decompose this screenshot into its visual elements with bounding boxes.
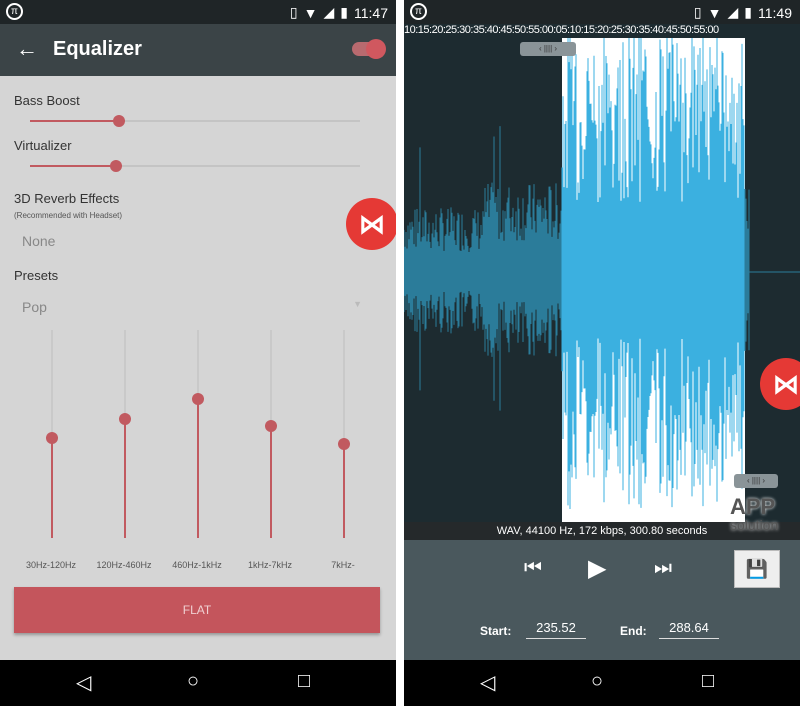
save-icon[interactable]: 💾 — [734, 550, 780, 588]
start-handle[interactable]: ‹ |||| › — [520, 42, 576, 56]
flat-button[interactable]: FLAT — [14, 587, 380, 633]
audio-editor-screen: π ▯ ▼ ◢ ▮ 11:49 10:15:20:25:30:35:40:45:50:5… — [404, 0, 800, 706]
battery-icon: ▮ — [744, 4, 752, 20]
clock: 11:49 — [758, 4, 792, 21]
status-bar: π ▯ ▼ ◢ ▮ 11:49 — [404, 0, 800, 24]
reverb-note: (Recommended with Headset) — [14, 211, 123, 220]
dropdown-arrow-icon: ▼ — [353, 299, 362, 309]
page-title: Equalizer — [53, 38, 142, 60]
play-icon[interactable]: ▶ — [588, 555, 607, 582]
watermark-line1: APP — [730, 494, 776, 519]
start-field[interactable]: 235.52 — [526, 620, 586, 639]
band-label: 7kHz- — [331, 560, 355, 570]
band-slider[interactable] — [192, 330, 204, 538]
vibrate-icon: ▯ — [693, 4, 702, 20]
timeline-ruler: 10:15:20:25:30:35:40:45:50:55:00:05:10:1… — [404, 24, 719, 36]
audio-info: WAV, 44100 Hz, 172 kbps, 300.80 seconds — [404, 522, 800, 540]
band-slider[interactable] — [265, 330, 277, 538]
back-nav-icon[interactable]: ◁ — [76, 672, 92, 694]
nav-bar: ◁ ○ □ — [0, 660, 396, 706]
start-label: Start: — [480, 624, 512, 638]
band-slider[interactable] — [338, 330, 350, 538]
band-label: 30Hz-120Hz — [25, 560, 77, 570]
end-field[interactable]: 288.64 — [659, 620, 719, 639]
band-slider[interactable] — [119, 330, 131, 538]
end-handle[interactable]: ‹ |||| › — [734, 474, 778, 488]
app-bar: ← Equalizer — [0, 24, 396, 76]
home-nav-icon[interactable]: ○ — [187, 670, 200, 692]
battery-icon: ▮ — [340, 4, 348, 20]
bass-boost-slider[interactable] — [30, 115, 360, 127]
end-label: End: — [620, 624, 647, 638]
watermark-logo: APP solution — [730, 496, 779, 534]
vibrate-icon: ▯ — [289, 4, 298, 20]
clock: 11:47 — [354, 4, 388, 21]
virtualizer-slider[interactable] — [30, 160, 360, 172]
floating-app-icon[interactable]: ⋈ — [760, 358, 800, 410]
presets-label: Presets — [14, 268, 59, 283]
home-nav-icon[interactable]: ○ — [591, 670, 604, 692]
nav-bar: ◁ ○ □ — [404, 660, 800, 706]
equalizer-screen: π ▯ ▼ ◢ ▮ 11:47 ← Equalizer Bass Boost Virtu… — [0, 0, 396, 706]
band-label: 1kHz-7kHz — [247, 560, 292, 570]
band-slider[interactable] — [46, 330, 58, 538]
presets-select[interactable]: Pop ▼ — [22, 299, 362, 315]
reverb-label: 3D Reverb Effects — [14, 191, 120, 206]
band-label: 460Hz-1kHz — [172, 560, 222, 570]
skip-previous-icon[interactable]: ⏮ — [524, 557, 542, 579]
wifi-icon: ▼ — [303, 4, 318, 21]
floating-app-icon[interactable]: ⋈ — [346, 198, 396, 250]
signal-icon: ◢ — [727, 4, 739, 20]
skip-next-icon[interactable]: ⏭ — [654, 557, 672, 579]
status-bar: π ▯ ▼ ◢ ▮ 11:47 — [0, 0, 396, 24]
waveform[interactable] — [404, 38, 800, 522]
equalizer-toggle[interactable] — [352, 39, 386, 59]
virtualizer-label: Virtualizer — [14, 138, 72, 153]
recents-nav-icon[interactable]: □ — [702, 670, 715, 692]
recents-nav-icon[interactable]: □ — [298, 670, 311, 692]
playback-controls: ⏮ ▶ ⏭ 💾 Start: 235.52 End: 288.64 — [404, 540, 800, 660]
watermark-line2: solution — [730, 517, 779, 533]
back-arrow-icon[interactable]: ← — [16, 36, 38, 61]
reverb-select[interactable]: None — [22, 233, 56, 249]
pi-icon: π — [6, 3, 23, 20]
wifi-icon: ▼ — [707, 4, 722, 21]
pi-icon: π — [410, 3, 427, 20]
back-nav-icon[interactable]: ◁ — [480, 672, 496, 694]
presets-value: Pop — [22, 299, 47, 315]
bass-boost-label: Bass Boost — [14, 93, 80, 108]
band-label: 120Hz-460Hz — [96, 560, 152, 570]
signal-icon: ◢ — [323, 4, 335, 20]
